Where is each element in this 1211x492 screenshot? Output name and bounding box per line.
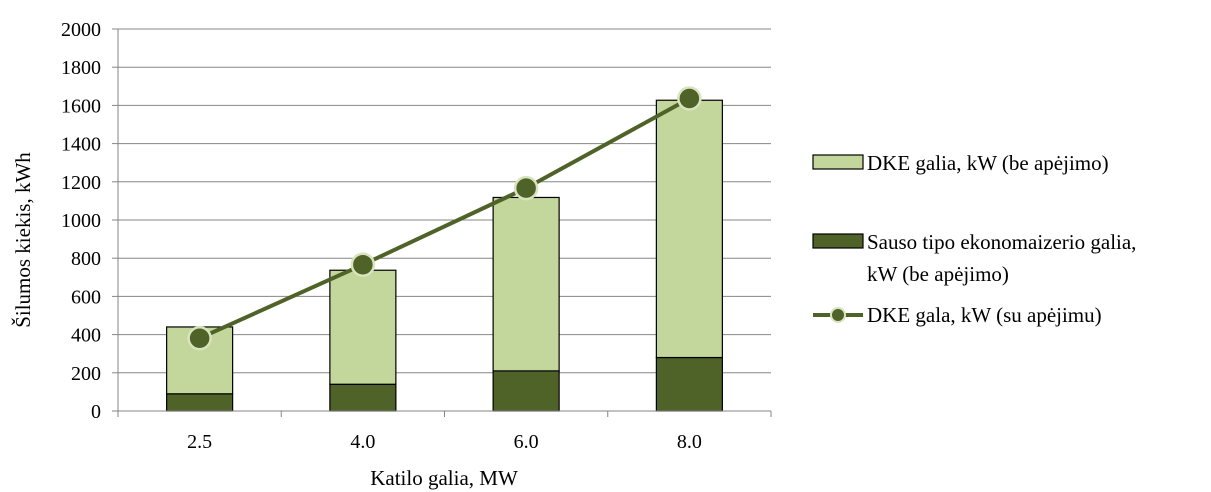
x-tick-label: 6.0	[514, 431, 539, 453]
y-axis-title: Šilumos kiekis, kWh	[11, 152, 35, 328]
y-tick-label: 1400	[61, 134, 101, 156]
line-series	[187, 86, 702, 351]
x-tick-label: 2.5	[187, 431, 212, 453]
axes: 0 200 400 600 800 1000 1200 1400 1600 1800 2000 2.5…	[61, 19, 772, 453]
legend-label: DKE galia, kW (be apėjimo)	[867, 151, 1109, 175]
legend-marker	[830, 307, 846, 323]
bar-segment-dke-8.0	[655, 99, 723, 359]
bar-segment-dke-4.0	[329, 269, 397, 385]
line-point-6.0	[513, 175, 539, 201]
line-point-4.0	[350, 252, 376, 277]
x-axis-title: Katilo galia, MW	[370, 466, 518, 490]
x-tick-label: 4.0	[350, 431, 375, 453]
legend-label: DKE gala, kW (su apėjimu)	[867, 303, 1102, 327]
y-tick-label: 400	[71, 325, 101, 347]
y-tick-label: 1200	[61, 172, 101, 194]
legend-label: kW (be apėjimo)	[867, 262, 1009, 286]
bar-segment-dke-6.0	[492, 196, 560, 372]
legend-swatch	[812, 233, 864, 249]
bar-segment-sauso-6.0	[492, 370, 560, 412]
y-tick-label: 1800	[61, 57, 101, 79]
legend: DKE galia, kW (be apėjimo) Sauso tipo eko…	[812, 151, 1136, 327]
y-tick-label: 1000	[61, 210, 101, 232]
bars	[166, 99, 723, 412]
y-tick-label: 2000	[61, 19, 101, 41]
legend-swatch	[812, 154, 864, 170]
bar-segment-sauso-2.5	[166, 393, 234, 412]
line-dke-su-apejimu	[198, 96, 691, 341]
x-tick-label: 8.0	[677, 431, 702, 453]
y-tick-label: 200	[71, 363, 101, 385]
y-tick-label: 600	[71, 286, 101, 308]
legend-label: Sauso tipo ekonomaizerio galia,	[867, 230, 1136, 254]
y-tick-label: 1600	[61, 95, 101, 117]
y-tick-label: 0	[91, 401, 101, 423]
y-tick-label: 800	[71, 248, 101, 270]
bar-segment-sauso-8.0	[655, 356, 723, 412]
line-point-8.0	[677, 86, 702, 111]
line-point-2.5	[187, 325, 212, 351]
bar-segment-sauso-4.0	[329, 383, 397, 412]
